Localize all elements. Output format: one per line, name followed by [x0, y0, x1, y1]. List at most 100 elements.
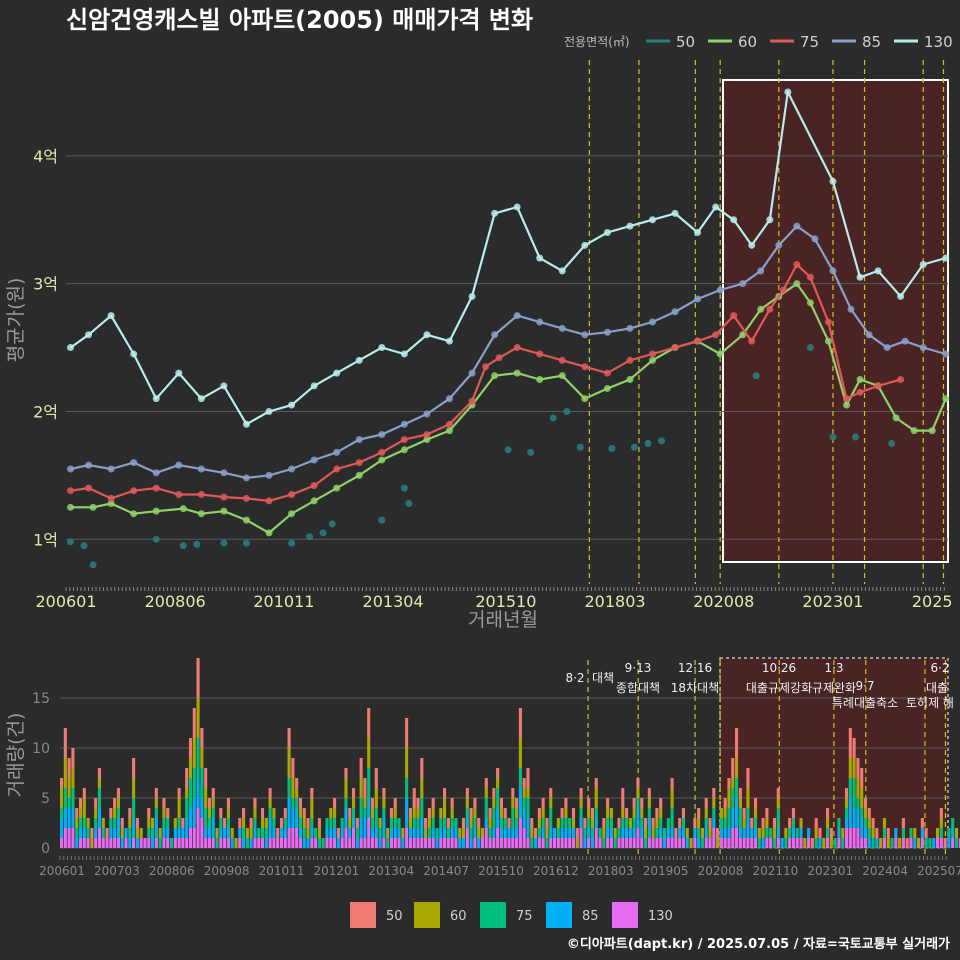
volume-bar-segment — [310, 818, 314, 828]
volume-bar-segment — [116, 798, 120, 808]
volume-bar-segment — [63, 788, 67, 808]
volume-bar-segment — [329, 818, 333, 828]
volume-bar-segment — [139, 828, 143, 838]
volume-bar-segment — [772, 838, 777, 848]
volume-bar-segment — [689, 838, 693, 848]
volume-bar-segment — [499, 838, 503, 848]
policy-text-label: 18차대책 — [671, 680, 719, 695]
series-point-50 — [152, 535, 160, 543]
volume-bar-segment — [829, 838, 833, 848]
volume-bar-segment — [632, 818, 636, 828]
volume-bar-segment — [818, 828, 822, 838]
volume-bar-segment — [852, 758, 856, 778]
volume-bar-segment — [617, 818, 621, 828]
series-point-50 — [400, 484, 408, 492]
volume-bar-segment — [530, 828, 534, 838]
volume-bar-segment — [738, 808, 742, 828]
volume-bar-segment — [693, 838, 697, 848]
series-point-60 — [107, 499, 115, 507]
volume-bar-segment — [886, 828, 890, 838]
volume-bar-segment — [132, 818, 136, 838]
volume-bar-segment — [875, 828, 879, 838]
volume-bar-segment — [116, 838, 120, 848]
volume-bar-segment — [924, 828, 928, 838]
volume-bar-segment — [450, 838, 454, 848]
volume-bar-segment — [298, 838, 303, 848]
volume-bar-segment — [488, 828, 492, 838]
volume-x-tick-label: 202301 — [807, 864, 853, 878]
volume-bar-segment — [420, 818, 424, 838]
volume-bar-segment — [435, 838, 439, 848]
series-point-60 — [739, 331, 747, 339]
volume-bar-segment — [443, 788, 447, 798]
series-point-50 — [504, 446, 512, 454]
series-point-130 — [513, 203, 521, 211]
volume-bar-segment — [518, 768, 522, 788]
volume-bar-segment — [625, 808, 629, 818]
volume-legend-label-60: 60 — [450, 909, 467, 924]
volume-bar-segment — [704, 838, 708, 848]
series-point-130 — [558, 267, 566, 275]
volume-bar-segment — [181, 818, 185, 828]
volume-bar-segment — [154, 798, 158, 808]
volume-bar-segment — [109, 808, 113, 818]
volume-bar-segment — [128, 808, 132, 818]
volume-bar-segment — [681, 838, 686, 848]
volume-bar-segment — [515, 818, 519, 828]
volume-bar-segment — [594, 828, 598, 848]
volume-bar-segment — [260, 828, 265, 838]
series-point-130 — [671, 209, 679, 217]
volume-bar-segment — [185, 818, 189, 838]
volume-bar-segment — [188, 808, 193, 828]
volume-bar-segment — [484, 778, 488, 788]
series-point-60 — [220, 507, 228, 515]
volume-bar-segment — [867, 818, 871, 828]
volume-bar-segment — [799, 838, 803, 848]
volume-x-tick-label: 201510 — [478, 864, 524, 878]
series-point-85 — [220, 469, 228, 477]
volume-bar-segment — [708, 838, 712, 848]
volume-x-tick-label: 200908 — [204, 864, 250, 878]
volume-bar-segment — [405, 748, 409, 778]
volume-bar-segment — [71, 788, 75, 808]
volume-bar-segment — [393, 828, 397, 838]
policy-date-label: 1·3 — [824, 661, 843, 675]
volume-bar-segment — [795, 838, 799, 848]
volume-bar-segment — [875, 838, 879, 848]
volume-bar-segment — [427, 828, 431, 838]
volume-bar-segment — [871, 838, 875, 848]
volume-bar-segment — [913, 828, 917, 838]
volume-bar-segment — [363, 798, 367, 808]
series-point-85 — [847, 305, 855, 313]
volume-bar-segment — [188, 828, 193, 848]
volume-bar-segment — [128, 838, 132, 848]
series-point-60 — [581, 395, 589, 403]
volume-bar-segment — [602, 838, 606, 848]
volume-bar-segment — [856, 798, 860, 808]
volume-bar-segment — [147, 838, 151, 848]
volume-bar-segment — [901, 818, 905, 828]
volume-bar-segment — [169, 838, 174, 848]
volume-bar-segment — [723, 808, 727, 818]
volume-bar-segment — [223, 828, 227, 838]
series-point-75 — [603, 369, 611, 377]
series-point-75 — [842, 395, 850, 403]
series-point-50 — [328, 520, 336, 528]
volume-bar-segment — [211, 808, 215, 818]
volume-bar-segment — [662, 828, 667, 838]
price-x-tick-label: 201011 — [253, 592, 314, 611]
volume-bar-segment — [534, 828, 538, 838]
price-x-tick-label: 200601 — [35, 592, 96, 611]
volume-bar-segment — [712, 788, 716, 798]
volume-bar-segment — [188, 738, 193, 758]
series-point-75 — [423, 430, 431, 438]
volume-bar-segment — [913, 838, 917, 848]
volume-bar-segment — [370, 838, 375, 848]
series-point-75 — [824, 318, 832, 326]
volume-bar-segment — [355, 818, 359, 828]
volume-bar-segment — [245, 828, 249, 838]
volume-bar-segment — [124, 828, 128, 838]
volume-bar-segment — [826, 838, 830, 848]
volume-bar-segment — [63, 808, 67, 828]
volume-bar-segment — [416, 818, 420, 828]
